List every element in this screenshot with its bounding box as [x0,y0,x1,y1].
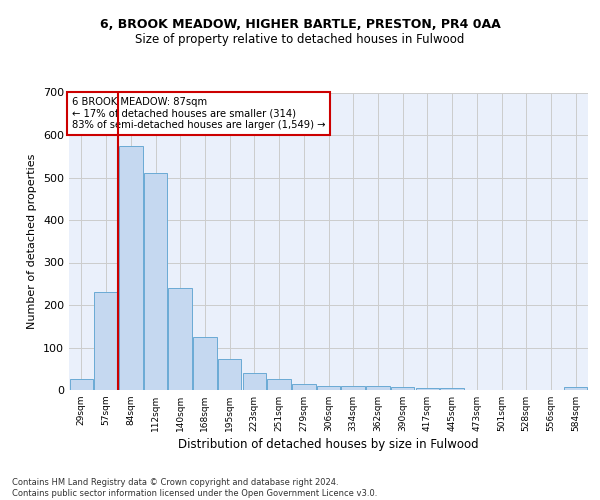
Text: 6 BROOK MEADOW: 87sqm
← 17% of detached houses are smaller (314)
83% of semi-det: 6 BROOK MEADOW: 87sqm ← 17% of detached … [71,97,325,130]
Bar [119,146,143,390]
Bar [564,386,587,390]
Bar [70,380,93,390]
Bar [292,384,316,390]
Bar [391,388,415,390]
Text: Contains HM Land Registry data © Crown copyright and database right 2024.
Contai: Contains HM Land Registry data © Crown c… [12,478,377,498]
Bar [341,386,365,390]
X-axis label: Distribution of detached houses by size in Fulwood: Distribution of detached houses by size … [178,438,479,451]
Text: 6, BROOK MEADOW, HIGHER BARTLE, PRESTON, PR4 0AA: 6, BROOK MEADOW, HIGHER BARTLE, PRESTON,… [100,18,500,30]
Bar [416,388,439,390]
Bar [366,386,389,390]
Bar [242,373,266,390]
Bar [169,288,192,390]
Bar [440,388,464,390]
Bar [193,337,217,390]
Bar [144,174,167,390]
Bar [218,360,241,390]
Bar [317,386,340,390]
Bar [94,292,118,390]
Bar [268,380,291,390]
Text: Size of property relative to detached houses in Fulwood: Size of property relative to detached ho… [136,32,464,46]
Y-axis label: Number of detached properties: Number of detached properties [28,154,37,329]
